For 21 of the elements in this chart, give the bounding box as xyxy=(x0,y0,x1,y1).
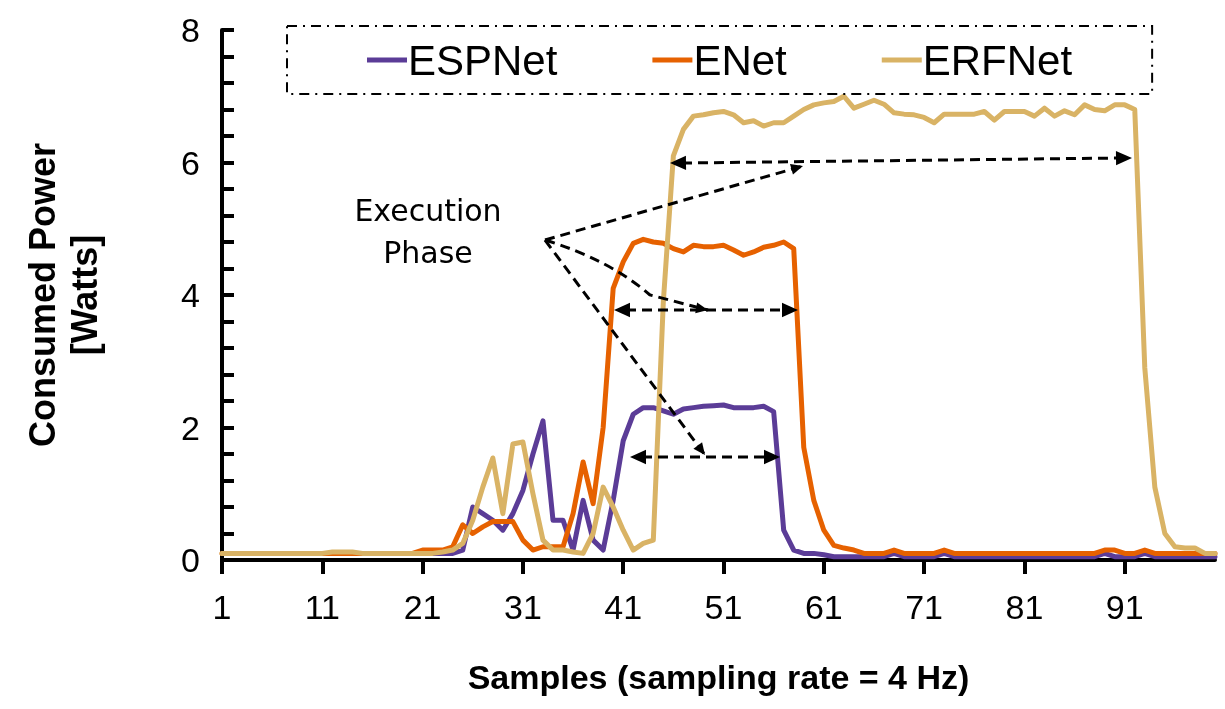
y-tick-label: 2 xyxy=(181,408,200,447)
y-tick-label: 0 xyxy=(181,541,200,579)
x-tick-label: 11 xyxy=(304,588,340,626)
x-tick-label: 1 xyxy=(212,588,232,626)
x-tick-label: 31 xyxy=(504,588,542,626)
x-axis-title: Samples (sampling rate = 4 Hz) xyxy=(467,658,970,696)
legend-label: ESPNet xyxy=(408,36,558,84)
x-tick-label: 71 xyxy=(905,588,944,626)
legend-label: ENet xyxy=(693,36,788,84)
x-tick-label: 41 xyxy=(604,588,643,626)
y-axis-title: Consumed Power [Watts] xyxy=(22,142,106,448)
y-tick-label: 6 xyxy=(181,143,200,182)
annotation: Execution Phase xyxy=(353,192,503,272)
x-tick-label: 81 xyxy=(1005,588,1044,626)
x-tick-label: 51 xyxy=(704,588,743,626)
x-tick-label: 91 xyxy=(1105,588,1144,626)
x-tick-label: 21 xyxy=(403,588,442,626)
y-tick-label: 4 xyxy=(181,276,200,314)
y-tick-label: 8 xyxy=(181,11,200,49)
legend-label: ERFNet xyxy=(922,36,1073,84)
x-tick-label: 61 xyxy=(804,588,843,626)
